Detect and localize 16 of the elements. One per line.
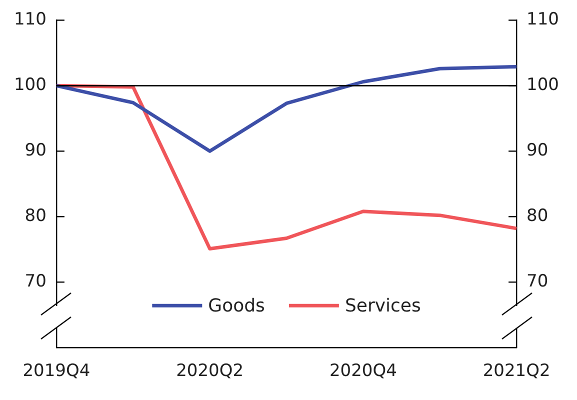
x-tick-label: 2020Q2: [176, 361, 244, 382]
y2-tick-label: 70: [526, 272, 548, 292]
y-tick-label: 80: [24, 206, 46, 226]
y2-tick-label: 100: [526, 75, 560, 96]
x-tick-label: 2020Q4: [329, 361, 397, 382]
y2-tick-label: 110: [526, 10, 560, 30]
x-tick-label: 2019Q4: [22, 361, 90, 382]
y2-tick-label: 90: [526, 140, 548, 161]
y-tick-label: 100: [14, 75, 46, 96]
y2-tick-label: 80: [526, 206, 548, 226]
y-tick-label: 90: [24, 140, 46, 161]
legend-label: Services: [344, 295, 421, 316]
y-tick-label: 110: [14, 10, 46, 30]
legend-label: Goods: [208, 295, 265, 316]
x-tick-label: 2021Q2: [482, 361, 550, 382]
y-tick-label: 70: [24, 272, 46, 292]
